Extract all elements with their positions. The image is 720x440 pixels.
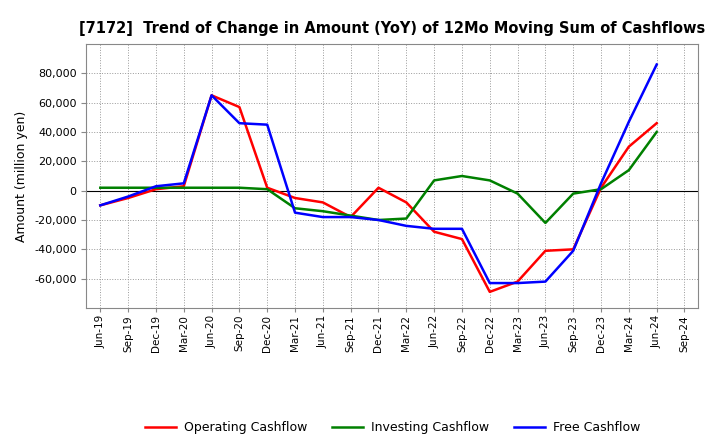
Investing Cashflow — [430, 178, 438, 183]
Free Cashflow — [207, 93, 216, 98]
Investing Cashflow — [402, 216, 410, 221]
Free Cashflow — [374, 217, 383, 223]
Free Cashflow — [624, 119, 633, 125]
Free Cashflow — [96, 203, 104, 208]
Line: Operating Cashflow: Operating Cashflow — [100, 95, 657, 292]
Free Cashflow — [291, 210, 300, 215]
Free Cashflow — [430, 226, 438, 231]
Line: Free Cashflow: Free Cashflow — [100, 65, 657, 283]
Free Cashflow — [402, 223, 410, 228]
Operating Cashflow — [179, 183, 188, 189]
Free Cashflow — [458, 226, 467, 231]
Investing Cashflow — [485, 178, 494, 183]
Operating Cashflow — [291, 195, 300, 201]
Free Cashflow — [652, 62, 661, 67]
Operating Cashflow — [124, 195, 132, 201]
Investing Cashflow — [124, 185, 132, 191]
Operating Cashflow — [485, 289, 494, 294]
Operating Cashflow — [652, 121, 661, 126]
Free Cashflow — [513, 280, 522, 286]
Operating Cashflow — [96, 203, 104, 208]
Investing Cashflow — [207, 185, 216, 191]
Investing Cashflow — [513, 191, 522, 196]
Investing Cashflow — [291, 205, 300, 211]
Free Cashflow — [152, 183, 161, 189]
Investing Cashflow — [458, 173, 467, 179]
Operating Cashflow — [430, 229, 438, 235]
Legend: Operating Cashflow, Investing Cashflow, Free Cashflow: Operating Cashflow, Investing Cashflow, … — [140, 416, 645, 439]
Free Cashflow — [263, 122, 271, 127]
Operating Cashflow — [513, 279, 522, 284]
Investing Cashflow — [263, 187, 271, 192]
Investing Cashflow — [235, 185, 243, 191]
Line: Investing Cashflow: Investing Cashflow — [100, 132, 657, 223]
Operating Cashflow — [402, 200, 410, 205]
Title: [7172]  Trend of Change in Amount (YoY) of 12Mo Moving Sum of Cashflows: [7172] Trend of Change in Amount (YoY) o… — [79, 21, 706, 36]
Operating Cashflow — [541, 248, 550, 253]
Operating Cashflow — [374, 185, 383, 191]
Investing Cashflow — [152, 185, 161, 191]
Operating Cashflow — [207, 93, 216, 98]
Investing Cashflow — [541, 220, 550, 226]
Free Cashflow — [541, 279, 550, 284]
Y-axis label: Amount (million yen): Amount (million yen) — [16, 110, 29, 242]
Free Cashflow — [346, 214, 355, 220]
Operating Cashflow — [152, 187, 161, 192]
Free Cashflow — [179, 181, 188, 186]
Operating Cashflow — [569, 247, 577, 252]
Investing Cashflow — [374, 217, 383, 223]
Free Cashflow — [485, 280, 494, 286]
Free Cashflow — [597, 181, 606, 186]
Operating Cashflow — [458, 236, 467, 242]
Investing Cashflow — [569, 191, 577, 196]
Operating Cashflow — [624, 144, 633, 149]
Free Cashflow — [318, 214, 327, 220]
Investing Cashflow — [96, 185, 104, 191]
Free Cashflow — [235, 121, 243, 126]
Investing Cashflow — [318, 209, 327, 214]
Investing Cashflow — [624, 168, 633, 173]
Operating Cashflow — [263, 185, 271, 191]
Investing Cashflow — [179, 185, 188, 191]
Operating Cashflow — [235, 104, 243, 110]
Operating Cashflow — [318, 200, 327, 205]
Operating Cashflow — [597, 185, 606, 191]
Free Cashflow — [124, 194, 132, 199]
Operating Cashflow — [346, 214, 355, 220]
Investing Cashflow — [346, 213, 355, 218]
Free Cashflow — [569, 248, 577, 253]
Investing Cashflow — [652, 129, 661, 135]
Investing Cashflow — [597, 187, 606, 192]
